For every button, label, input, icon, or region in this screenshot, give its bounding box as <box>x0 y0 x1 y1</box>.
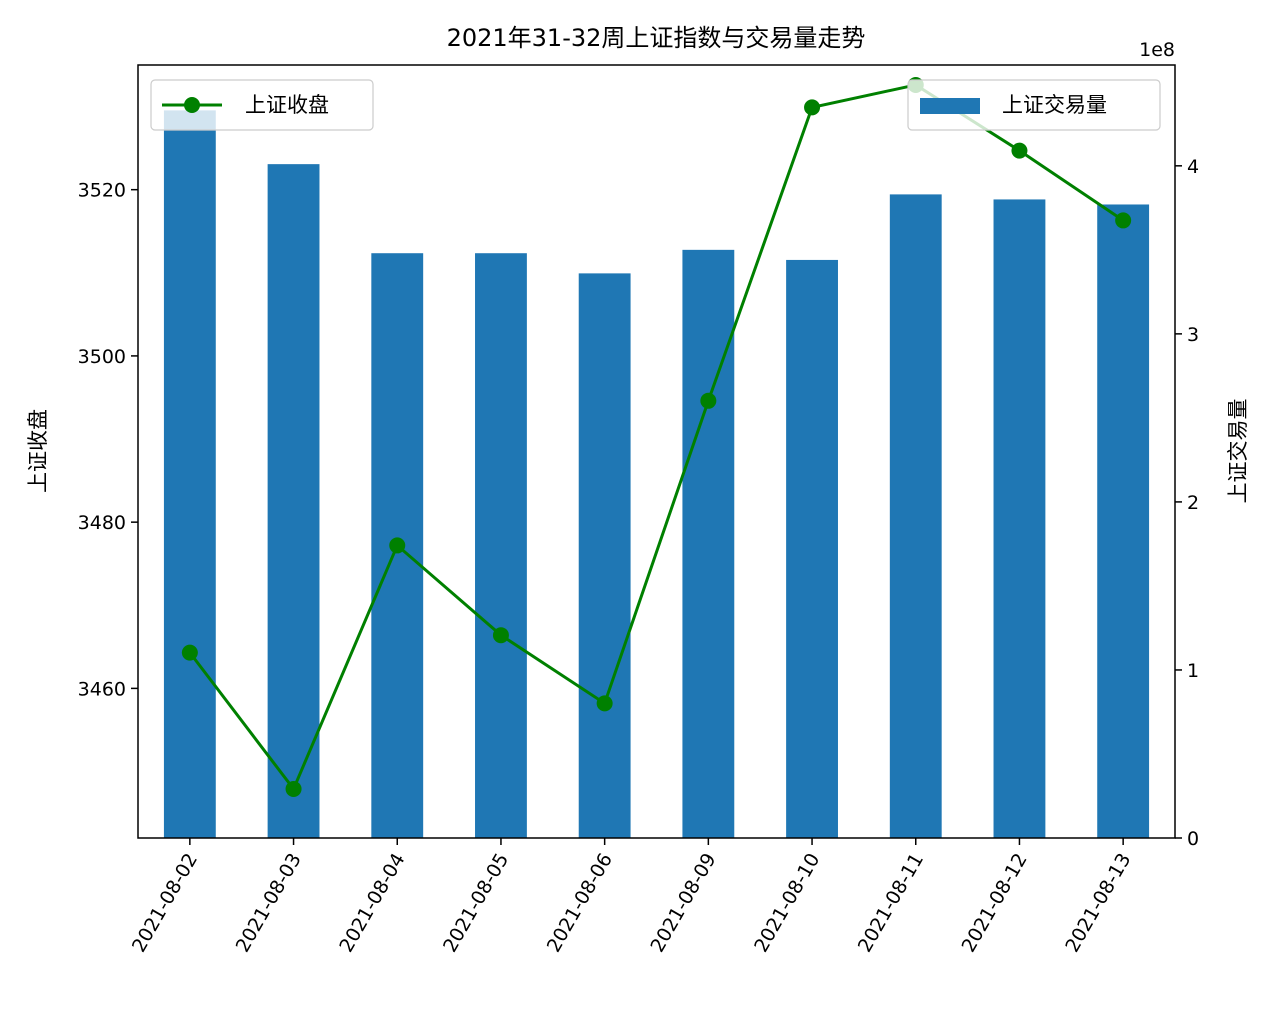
plot-frame <box>137 64 1176 839</box>
right-tick-label: 3 <box>1187 324 1199 346</box>
volume-bar <box>682 249 735 838</box>
legend-bar-label: 上证交易量 <box>1002 93 1107 117</box>
close-point <box>804 99 821 116</box>
volume-bar <box>1097 204 1150 839</box>
x-tick-label: 2021-08-09 <box>646 850 720 957</box>
volume-bar <box>267 164 320 839</box>
left-axis-title: 上证收盘 <box>26 409 50 493</box>
volume-bar <box>578 273 631 838</box>
right-axis-offset-text: 1e8 <box>1139 39 1175 61</box>
x-tick-label: 2021-08-11 <box>854 850 928 957</box>
left-axis: 3460 3480 3500 3520 <box>78 180 138 700</box>
left-tick-label: 3460 <box>78 678 126 700</box>
left-tick-label: 3480 <box>78 512 126 534</box>
close-point <box>492 627 509 644</box>
legend-bar: 上证交易量 <box>907 79 1161 131</box>
volume-bar <box>786 259 838 838</box>
left-tick-label: 3500 <box>78 346 126 368</box>
close-point <box>181 644 198 661</box>
volume-bar <box>993 199 1046 838</box>
chart-title: 2021年31-32周上证指数与交易量走势 <box>447 24 866 52</box>
x-tick-label: 2021-08-03 <box>232 850 306 957</box>
x-tick-label: 2021-08-10 <box>750 850 824 957</box>
x-tick-label: 2021-08-05 <box>439 850 513 957</box>
close-point <box>700 392 717 409</box>
legend-bar-box <box>907 79 1161 131</box>
close-point <box>285 780 302 797</box>
x-axis: 2021-08-02 2021-08-03 2021-08-04 2021-08-05… <box>128 838 1135 957</box>
volume-bar <box>163 110 216 838</box>
close-line <box>188 83 1124 792</box>
x-tick-label: 2021-08-02 <box>128 850 202 957</box>
right-axis-title: 上证交易量 <box>1226 399 1250 504</box>
close-point <box>1115 212 1132 229</box>
x-tick-label: 2021-08-06 <box>543 850 617 957</box>
close-point <box>1011 142 1028 159</box>
volume-bar <box>475 253 527 839</box>
close-point <box>389 537 406 554</box>
legend-bar-swatch <box>920 98 980 114</box>
legend-line-box <box>150 79 374 131</box>
x-tick-label: 2021-08-04 <box>335 850 409 957</box>
legend-line: 上证收盘 <box>150 79 374 131</box>
right-tick-label: 0 <box>1187 828 1199 850</box>
close-point <box>596 695 613 712</box>
right-tick-label: 2 <box>1187 492 1199 514</box>
right-tick-label: 1 <box>1187 660 1199 682</box>
legend-line-marker <box>184 97 200 113</box>
bars-layer <box>163 110 1150 839</box>
right-axis: 0 1 2 3 4 <box>1175 156 1199 850</box>
legend-line-label: 上证收盘 <box>245 93 329 117</box>
x-tick-label: 2021-08-13 <box>1061 850 1135 957</box>
line-layer <box>181 76 1132 797</box>
right-tick-label: 4 <box>1187 156 1199 178</box>
left-tick-label: 3520 <box>78 180 126 202</box>
x-tick-label: 2021-08-12 <box>958 850 1032 957</box>
volume-bar <box>889 194 942 838</box>
